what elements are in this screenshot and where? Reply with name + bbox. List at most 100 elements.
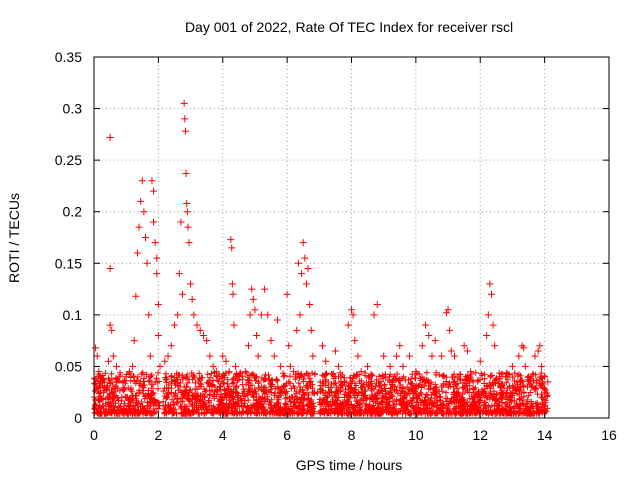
data-point bbox=[502, 389, 510, 397]
data-point bbox=[177, 218, 185, 226]
data-point bbox=[104, 357, 112, 365]
data-point bbox=[491, 342, 499, 350]
data-point bbox=[109, 352, 117, 360]
data-point bbox=[95, 368, 103, 376]
y-axis-ticks: 0 0.05 0.1 0.15 0.2 0.25 0.3 0.35 bbox=[55, 49, 609, 426]
data-point bbox=[393, 352, 401, 360]
data-point bbox=[206, 391, 214, 399]
data-point bbox=[335, 362, 343, 370]
dense-marker-band bbox=[91, 369, 551, 417]
data-point bbox=[106, 264, 114, 272]
data-point bbox=[193, 321, 201, 329]
data-point bbox=[301, 254, 309, 262]
data-point bbox=[431, 337, 439, 345]
data-point bbox=[232, 362, 240, 370]
data-point bbox=[241, 368, 249, 376]
x-tick-label: 10 bbox=[408, 427, 424, 443]
data-point bbox=[193, 385, 201, 393]
data-point bbox=[537, 362, 545, 370]
data-point bbox=[534, 347, 542, 355]
data-point bbox=[175, 270, 183, 278]
data-point bbox=[228, 280, 236, 288]
data-point bbox=[319, 342, 327, 350]
y-tick-label: 0.35 bbox=[55, 49, 82, 65]
data-point bbox=[373, 301, 381, 309]
data-point bbox=[245, 342, 252, 350]
data-point bbox=[460, 342, 468, 350]
dense-data-band bbox=[91, 369, 551, 417]
x-tick-label: 6 bbox=[283, 427, 291, 443]
data-point bbox=[351, 337, 359, 345]
data-point bbox=[180, 99, 188, 107]
x-axis-label: GPS time / hours bbox=[296, 457, 403, 473]
data-point bbox=[183, 208, 191, 216]
data-point bbox=[257, 383, 265, 391]
data-point bbox=[261, 285, 269, 293]
data-point bbox=[405, 352, 413, 360]
data-point bbox=[515, 387, 523, 395]
data-point bbox=[286, 362, 294, 370]
y-tick-label: 0.2 bbox=[63, 204, 83, 220]
data-point bbox=[212, 368, 220, 376]
data-point bbox=[486, 280, 494, 288]
data-point bbox=[412, 368, 420, 376]
data-point bbox=[360, 391, 368, 399]
data-point bbox=[129, 362, 137, 370]
data-point bbox=[145, 311, 153, 319]
data-point bbox=[370, 311, 378, 319]
data-point bbox=[451, 388, 458, 396]
data-point bbox=[246, 311, 254, 319]
data-point bbox=[446, 326, 454, 334]
data-point bbox=[153, 270, 161, 278]
data-point bbox=[187, 280, 195, 288]
data-point bbox=[135, 223, 143, 231]
data-point bbox=[199, 331, 207, 339]
data-point bbox=[283, 290, 291, 298]
data-point bbox=[298, 270, 306, 278]
data-point bbox=[531, 352, 539, 360]
data-point bbox=[180, 383, 188, 391]
chart-title: Day 001 of 2022, Rate Of TEC Index for r… bbox=[185, 19, 513, 35]
data-point bbox=[307, 326, 315, 334]
x-tick-label: 8 bbox=[348, 427, 356, 443]
data-point bbox=[304, 264, 312, 272]
data-point bbox=[190, 311, 198, 319]
data-point bbox=[425, 331, 433, 339]
data-point bbox=[167, 342, 175, 350]
data-point bbox=[181, 127, 189, 135]
data-point bbox=[154, 331, 162, 339]
data-point bbox=[253, 331, 261, 339]
data-point bbox=[442, 309, 450, 317]
data-point bbox=[467, 368, 475, 376]
data-point bbox=[235, 373, 243, 381]
data-point bbox=[182, 170, 190, 178]
data-point bbox=[373, 389, 381, 397]
data-point bbox=[109, 391, 117, 399]
data-point bbox=[280, 373, 288, 381]
data-point bbox=[331, 347, 339, 355]
data-point bbox=[135, 388, 143, 396]
data-point bbox=[219, 352, 227, 360]
data-point bbox=[143, 259, 151, 267]
y-tick-label: 0.15 bbox=[55, 255, 82, 271]
data-point bbox=[125, 368, 133, 376]
data-point bbox=[273, 316, 281, 324]
data-point bbox=[438, 383, 446, 391]
data-point bbox=[541, 388, 549, 396]
data-point bbox=[96, 388, 104, 396]
data-point bbox=[248, 285, 256, 293]
data-point bbox=[257, 311, 265, 319]
data-point bbox=[164, 352, 172, 360]
data-point bbox=[185, 239, 193, 247]
data-point bbox=[544, 378, 552, 386]
data-point bbox=[174, 311, 182, 319]
data-point bbox=[425, 385, 433, 393]
data-point bbox=[106, 321, 114, 329]
data-point bbox=[150, 218, 158, 226]
data-point bbox=[219, 393, 227, 401]
data-point bbox=[133, 249, 141, 257]
data-point bbox=[113, 362, 121, 370]
data-point bbox=[228, 244, 236, 252]
data-point bbox=[142, 234, 149, 241]
